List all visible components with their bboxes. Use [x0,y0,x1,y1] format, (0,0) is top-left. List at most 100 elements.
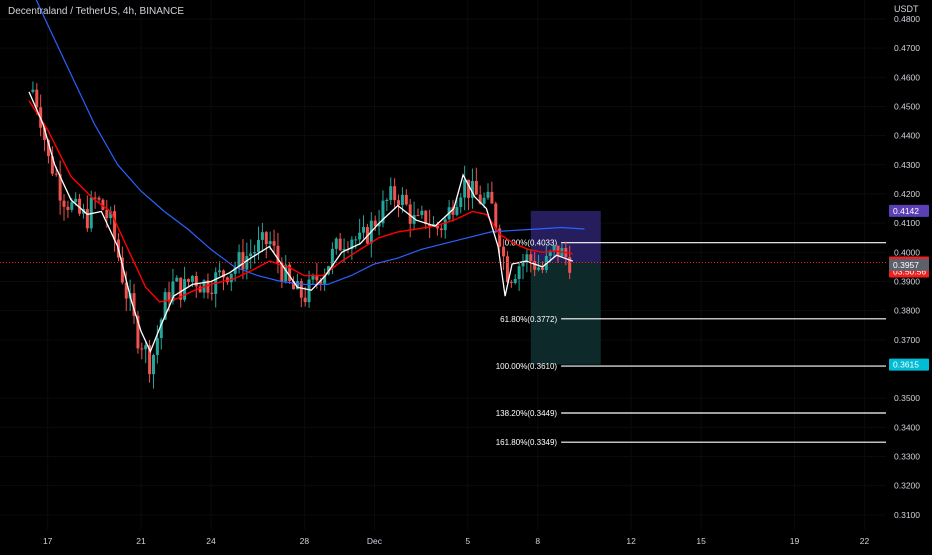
candle-down [416,215,420,217]
price-tick-label: 0.3400 [894,422,920,432]
price-axis[interactable]: 0.4800 0.4700 0.4600 0.4500 0.4400 0.4300 0.42… [894,14,920,520]
candle-up [163,292,167,320]
candle-down [136,315,140,349]
candle-up [218,270,222,273]
position-stop-zone[interactable] [530,262,601,365]
candle-down [46,139,50,157]
candle-up [552,245,556,252]
fib-level-label: 0.00%(0.4033) [505,239,558,248]
candle-down [54,173,58,175]
candle-up [389,186,393,200]
candle-up [455,207,459,215]
candle-down [120,257,124,283]
long-position-tool[interactable] [530,210,601,365]
candle-up [295,281,299,290]
candle-up [260,232,264,240]
candle-down [113,211,117,240]
price-tick-label: 0.4700 [894,43,920,53]
price-tick-label: 0.4300 [894,160,920,170]
time-tick-label: 17 [43,536,53,546]
price-tick-label: 0.4400 [894,131,920,141]
candle-down [272,241,276,246]
candle-up [381,200,385,224]
candle-down [404,194,408,205]
candle-down [148,345,152,375]
candle-up [74,198,78,203]
candle-down [198,286,202,293]
candle-up [175,277,179,282]
candle-down [78,198,82,214]
candle-down [338,238,342,251]
candle-down [105,209,109,219]
candle-up [268,241,272,245]
candle-up [159,319,163,339]
candle-down [478,194,482,204]
candle-down [373,220,377,227]
candle-up [463,179,467,198]
candle-up [190,275,194,282]
candle-up [400,194,404,206]
candle-down [288,264,292,282]
candle-down [97,197,101,200]
candle-down [435,224,439,229]
candle-up [109,211,113,219]
candle-up [362,226,366,233]
candle-down [280,262,284,282]
time-tick-label: 21 [136,536,146,546]
candle-up [155,338,159,355]
grid [0,0,886,530]
candle-up [420,210,424,216]
candle-up [284,264,288,282]
price-tag-value: 0.3615 [893,360,919,370]
time-axis[interactable]: 17 21 24 28 Dec 5 8 12 15 19 22 [43,536,870,546]
candle-up [548,251,552,256]
candle-down [43,127,47,140]
candle-down [509,282,513,284]
candle-down [408,204,412,224]
ema-mid-line [28,100,573,303]
price-tick-label: 0.3100 [894,510,920,520]
price-tick-label: 0.4100 [894,218,920,228]
candle-down [206,280,210,293]
price-tag-value: 0.4142 [893,206,919,216]
time-tick-label: 12 [626,536,636,546]
fibonacci-extension[interactable]: 0.00%(0.4033) 61.80%(0.3772) 100.00%(0.361… [496,239,886,448]
candle-up [151,354,155,375]
time-tick-label: 24 [206,536,216,546]
price-tick-label: 0.3700 [894,335,920,345]
candle-up [31,89,35,92]
candle-down [303,297,307,303]
price-tick-label: 0.4200 [894,189,920,199]
fib-level-label: 161.80%(0.3349) [496,438,558,447]
candle-up [350,239,354,250]
price-tick-label: 0.3800 [894,306,920,316]
candle-down [505,256,509,283]
candle-up [330,248,334,267]
candle-up [323,274,327,284]
candle-down [451,207,455,215]
price-tag-bg [889,258,929,271]
candle-up [89,197,93,229]
fib-level-label: 61.80%(0.3772) [500,315,557,324]
time-tick-label: Dec [367,536,383,546]
candle-down [315,276,319,281]
candle-up [342,248,346,251]
candle-down [50,156,54,174]
candle-up [307,279,311,303]
candle-down [101,199,105,210]
candle-up [249,253,253,256]
fib-level-label: 138.20%(0.3449) [496,409,558,418]
candle-down [276,245,280,263]
candle-up [482,197,486,204]
candle-down [93,197,97,199]
candle-up [459,197,463,208]
candle-down [474,180,478,195]
candle-down [529,254,533,262]
candle-down [424,210,428,225]
symbol-title: Decentraland / TetherUS, 4h, BINANCE [8,6,185,17]
candle-down [62,200,66,207]
price-tick-label: 0.3500 [894,393,920,403]
